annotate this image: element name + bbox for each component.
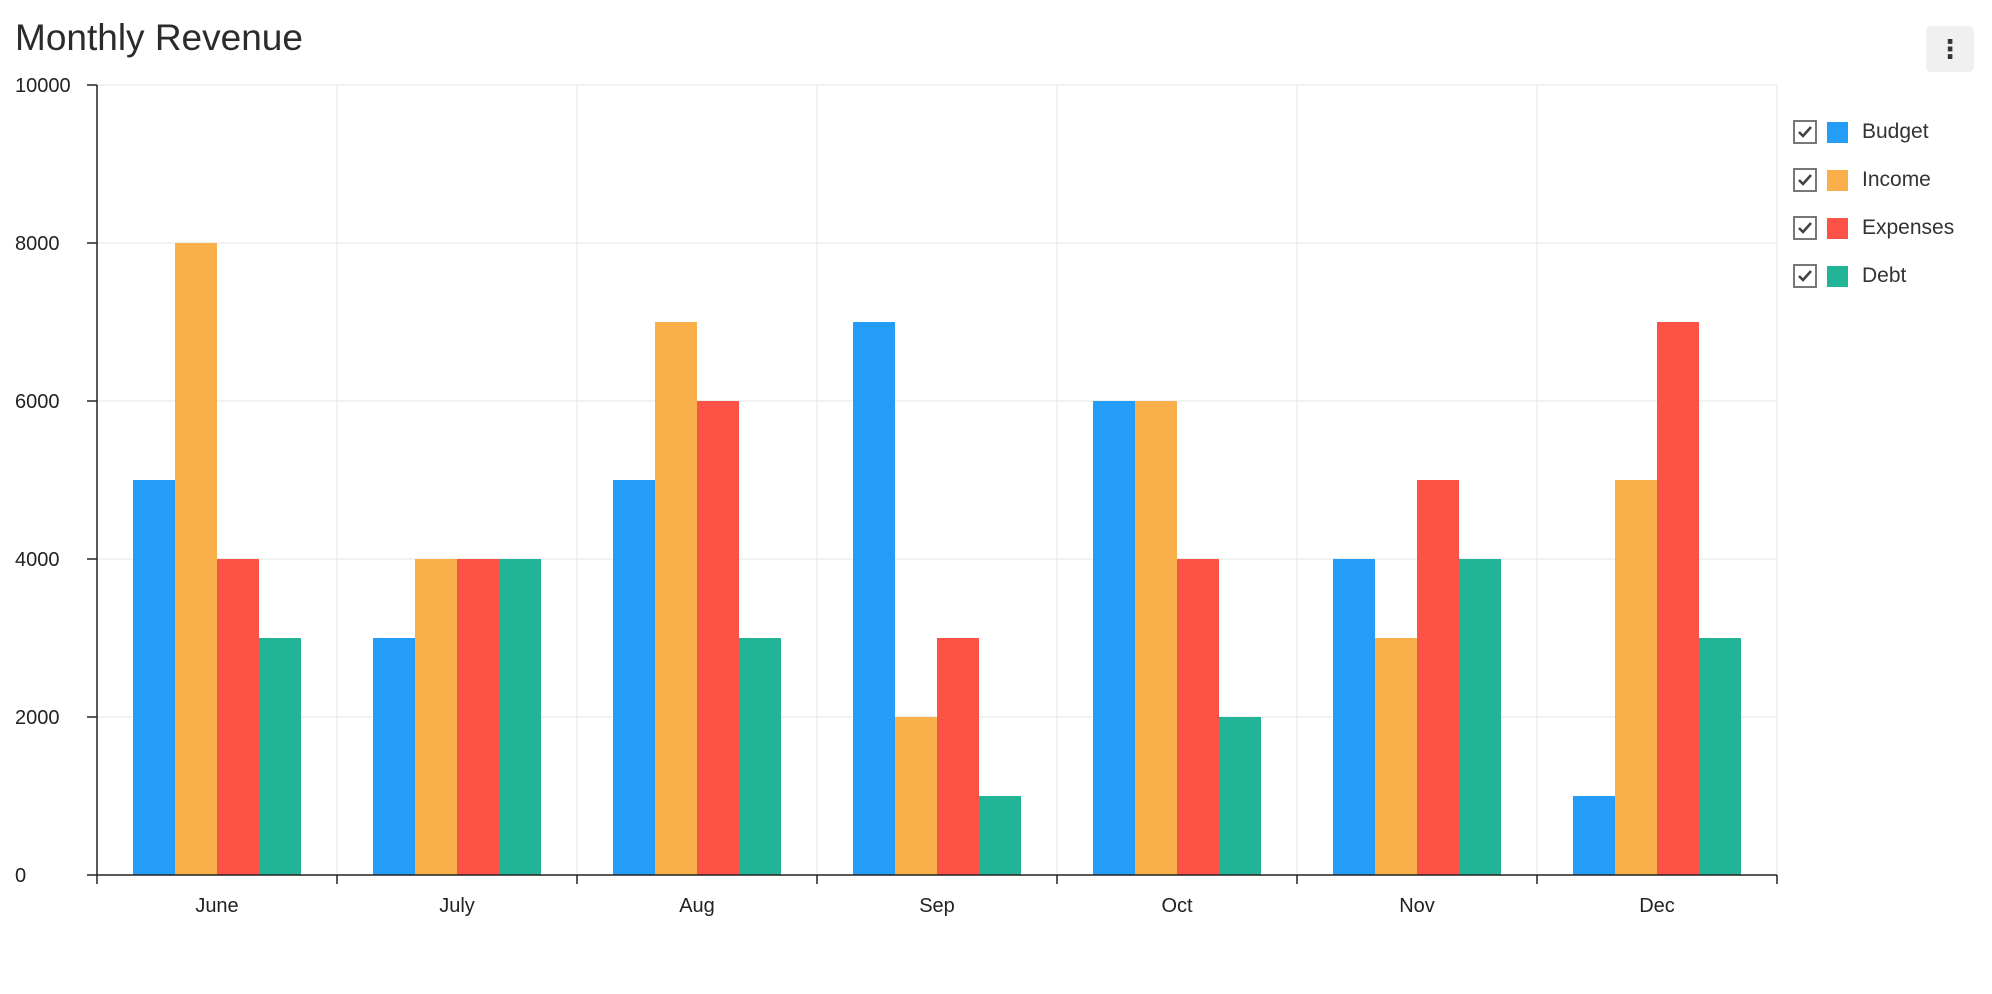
y-tick-label: 6000 xyxy=(15,391,60,413)
grid-lines xyxy=(97,84,1778,875)
bar-expenses-nov[interactable] xyxy=(1417,480,1459,875)
checkmark-icon xyxy=(1798,222,1812,234)
legend-label: Income xyxy=(1862,168,1931,191)
legend-label: Debt xyxy=(1862,264,1907,287)
legend-label: Budget xyxy=(1862,120,1929,143)
x-tick-label: Dec xyxy=(1639,895,1675,917)
bar-debt-dec[interactable] xyxy=(1699,638,1741,875)
checkmark-icon xyxy=(1798,126,1812,138)
x-tick-label: Sep xyxy=(919,895,955,917)
y-tick-label: 10000 xyxy=(15,75,71,97)
bar-income-oct[interactable] xyxy=(1135,401,1177,875)
bar-income-dec[interactable] xyxy=(1615,480,1657,875)
bar-expenses-june[interactable] xyxy=(217,559,259,875)
x-tick-label: Nov xyxy=(1399,895,1435,917)
bar-debt-june[interactable] xyxy=(259,638,301,875)
chart-legend: Budget Income Expenses Debt xyxy=(1793,108,1954,300)
x-tick-label: Oct xyxy=(1161,895,1193,917)
legend-checkbox[interactable] xyxy=(1793,168,1817,192)
y-tick-label: 8000 xyxy=(15,233,60,255)
bar-debt-nov[interactable] xyxy=(1459,559,1501,875)
legend-item-debt[interactable]: Debt xyxy=(1793,252,1954,300)
bar-income-june[interactable] xyxy=(175,243,217,875)
bar-budget-dec[interactable] xyxy=(1573,796,1615,875)
bar-budget-july[interactable] xyxy=(373,638,415,875)
y-tick-label: 2000 xyxy=(15,707,60,729)
legend-swatch xyxy=(1827,121,1848,143)
legend-checkbox[interactable] xyxy=(1793,216,1817,240)
bar-expenses-sep[interactable] xyxy=(937,638,979,875)
bar-expenses-aug[interactable] xyxy=(697,401,739,875)
x-tick-label: June xyxy=(195,895,238,917)
x-tick-label: July xyxy=(439,895,475,917)
bar-income-sep[interactable] xyxy=(895,717,937,875)
bar-income-nov[interactable] xyxy=(1375,638,1417,875)
chart-title: Monthly Revenue xyxy=(15,17,303,58)
legend-checkbox[interactable] xyxy=(1793,264,1817,288)
legend-checkbox[interactable] xyxy=(1793,120,1817,144)
legend-swatch xyxy=(1827,169,1848,191)
bar-debt-aug[interactable] xyxy=(739,638,781,875)
y-tick-label: 4000 xyxy=(15,549,60,571)
y-tick-label: 0 xyxy=(15,865,26,887)
checkmark-icon xyxy=(1798,174,1812,186)
x-tick-label: Aug xyxy=(679,895,715,917)
legend-swatch xyxy=(1827,265,1848,287)
bar-expenses-july[interactable] xyxy=(457,559,499,875)
checkmark-icon xyxy=(1798,270,1812,282)
bar-budget-oct[interactable] xyxy=(1093,401,1135,875)
bar-chart: 0 2000 4000 6000 8000 10000 June July Aug Sep Oct N… xyxy=(15,75,1778,917)
legend-swatch xyxy=(1827,217,1848,239)
axes: 0 2000 4000 6000 8000 10000 June July Aug Sep Oct N… xyxy=(15,75,1778,917)
bar-series xyxy=(133,243,1741,875)
vertical-ellipsis-icon: ⋮ xyxy=(1937,34,1963,64)
bar-income-aug[interactable] xyxy=(655,322,697,875)
bar-budget-june[interactable] xyxy=(133,480,175,875)
bar-budget-aug[interactable] xyxy=(613,480,655,875)
legend-item-expenses[interactable]: Expenses xyxy=(1793,204,1954,252)
legend-label: Expenses xyxy=(1862,216,1955,239)
bar-expenses-oct[interactable] xyxy=(1177,559,1219,875)
bar-debt-july[interactable] xyxy=(499,559,541,875)
legend-item-income[interactable]: Income xyxy=(1793,156,1954,204)
bar-budget-nov[interactable] xyxy=(1333,559,1375,875)
chart-menu-button[interactable]: ⋮ xyxy=(1926,26,1974,72)
bar-budget-sep[interactable] xyxy=(853,322,895,875)
bar-debt-sep[interactable] xyxy=(979,796,1021,875)
legend-item-budget[interactable]: Budget xyxy=(1793,108,1954,156)
bar-expenses-dec[interactable] xyxy=(1657,322,1699,875)
bar-income-july[interactable] xyxy=(415,559,457,875)
bar-debt-oct[interactable] xyxy=(1219,717,1261,875)
